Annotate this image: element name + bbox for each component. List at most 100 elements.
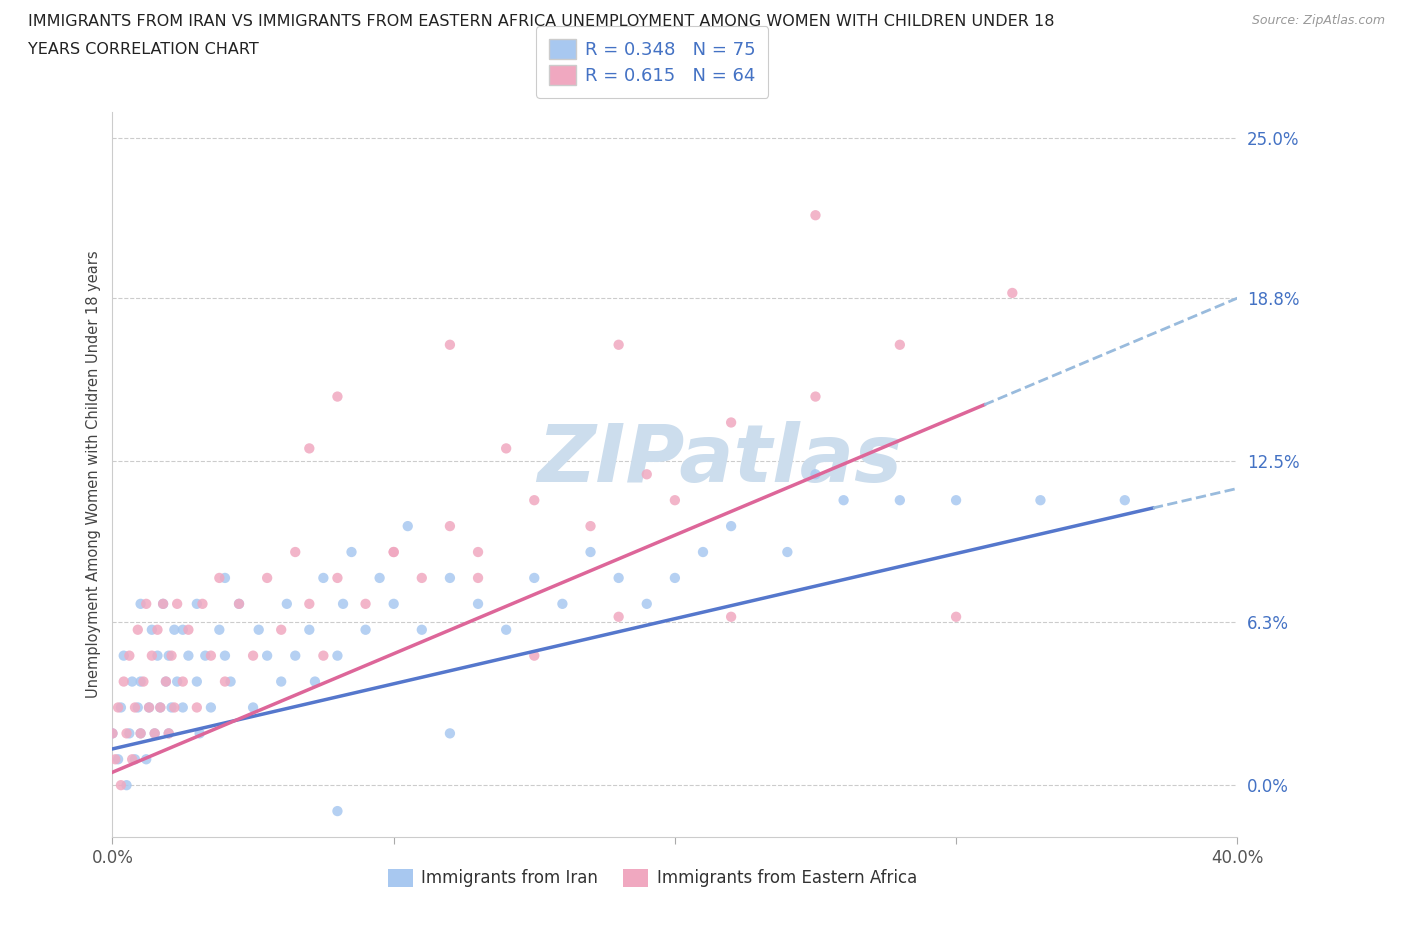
Point <box>152 596 174 611</box>
Point <box>495 441 517 456</box>
Point <box>186 674 208 689</box>
Point <box>1001 286 1024 300</box>
Point <box>172 674 194 689</box>
Point <box>172 622 194 637</box>
Point <box>242 648 264 663</box>
Point <box>124 700 146 715</box>
Point <box>354 622 377 637</box>
Point <box>127 700 149 715</box>
Point <box>166 596 188 611</box>
Point <box>228 596 250 611</box>
Point <box>720 519 742 534</box>
Point <box>214 674 236 689</box>
Point <box>340 545 363 560</box>
Text: YEARS CORRELATION CHART: YEARS CORRELATION CHART <box>28 42 259 57</box>
Point <box>101 726 124 741</box>
Point <box>163 700 186 715</box>
Point <box>188 726 211 741</box>
Point <box>208 622 231 637</box>
Point <box>889 338 911 352</box>
Point <box>270 622 292 637</box>
Point <box>228 596 250 611</box>
Point <box>284 648 307 663</box>
Point <box>776 545 799 560</box>
Point <box>146 622 169 637</box>
Point <box>804 207 827 222</box>
Point <box>804 467 827 482</box>
Point <box>1029 493 1052 508</box>
Point <box>495 622 517 637</box>
Point <box>163 622 186 637</box>
Point <box>382 545 405 560</box>
Point <box>256 570 278 585</box>
Point <box>579 519 602 534</box>
Point <box>326 389 349 404</box>
Point <box>607 570 630 585</box>
Point <box>411 622 433 637</box>
Point <box>115 726 138 741</box>
Point <box>141 648 163 663</box>
Point <box>112 648 135 663</box>
Point <box>411 570 433 585</box>
Point <box>945 609 967 624</box>
Point <box>107 700 129 715</box>
Point <box>523 493 546 508</box>
Point <box>304 674 326 689</box>
Point <box>523 570 546 585</box>
Point <box>208 570 231 585</box>
Point <box>149 700 172 715</box>
Point <box>157 648 180 663</box>
Point <box>214 648 236 663</box>
Point <box>439 570 461 585</box>
Point <box>112 674 135 689</box>
Point <box>177 648 200 663</box>
Point <box>157 726 180 741</box>
Point <box>200 700 222 715</box>
Point <box>439 338 461 352</box>
Point <box>141 622 163 637</box>
Point <box>298 441 321 456</box>
Point <box>467 596 489 611</box>
Point <box>523 648 546 663</box>
Point <box>636 467 658 482</box>
Point <box>138 700 160 715</box>
Point <box>129 596 152 611</box>
Point <box>579 545 602 560</box>
Point <box>720 415 742 430</box>
Point <box>467 545 489 560</box>
Point <box>832 493 855 508</box>
Point <box>368 570 391 585</box>
Point <box>607 609 630 624</box>
Point <box>382 545 405 560</box>
Point <box>636 596 658 611</box>
Point <box>284 545 307 560</box>
Point <box>101 726 124 741</box>
Y-axis label: Unemployment Among Women with Children Under 18 years: Unemployment Among Women with Children U… <box>86 250 101 698</box>
Point <box>298 622 321 637</box>
Point <box>132 674 155 689</box>
Point <box>172 700 194 715</box>
Point <box>104 751 127 766</box>
Point <box>146 648 169 663</box>
Point <box>143 726 166 741</box>
Point <box>396 519 419 534</box>
Text: Source: ZipAtlas.com: Source: ZipAtlas.com <box>1251 14 1385 27</box>
Point <box>124 751 146 766</box>
Point <box>129 674 152 689</box>
Legend: Immigrants from Iran, Immigrants from Eastern Africa: Immigrants from Iran, Immigrants from Ea… <box>381 862 924 894</box>
Text: ZIPatlas: ZIPatlas <box>537 420 903 498</box>
Point <box>129 726 152 741</box>
Point <box>155 674 177 689</box>
Point <box>607 338 630 352</box>
Point <box>889 493 911 508</box>
Point <box>439 519 461 534</box>
Point <box>129 726 152 741</box>
Point <box>219 674 242 689</box>
Point <box>326 648 349 663</box>
Point <box>664 493 686 508</box>
Point <box>945 493 967 508</box>
Point <box>186 596 208 611</box>
Point <box>551 596 574 611</box>
Point <box>152 596 174 611</box>
Point <box>194 648 217 663</box>
